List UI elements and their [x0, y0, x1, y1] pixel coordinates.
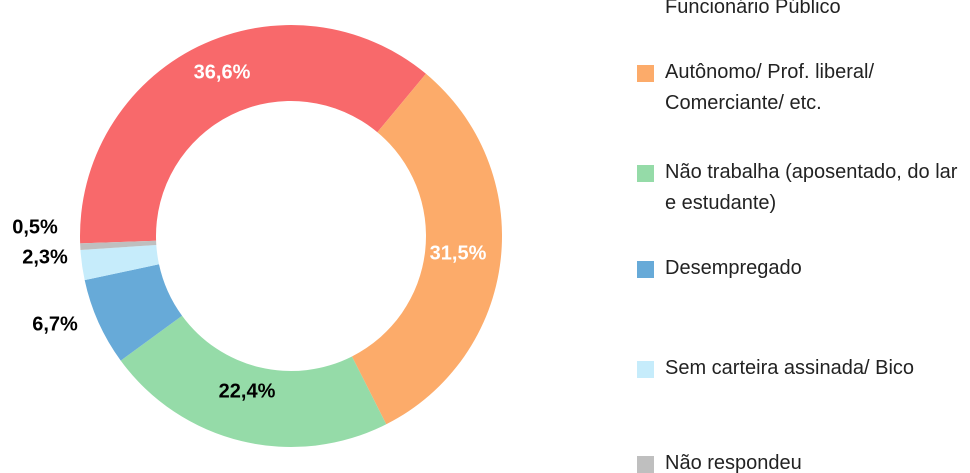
legend-item: Funcionário Público [637, 0, 967, 23]
donut-slice [84, 264, 183, 361]
donut-slice [79, 25, 426, 244]
data-label: 0,5% [12, 216, 58, 238]
legend-label: Autônomo/ Prof. liberal/ Comerciante/ et… [665, 61, 874, 114]
legend-item: Não respondeu [637, 451, 967, 473]
legend-label: Sem carteira assinada/ Bico [665, 357, 915, 379]
data-label: 6,7% [32, 313, 78, 335]
legend-label: Não trabalha (aposentado, do lar e estud… [665, 161, 958, 214]
legend-swatch [637, 65, 654, 82]
data-label: 22,4% [219, 380, 276, 402]
legend-swatch [637, 261, 654, 278]
donut-slice [351, 73, 502, 425]
donut-slice [80, 244, 159, 281]
legend-item: Sem carteira assinada/ Bico [637, 356, 967, 384]
legend-swatch [637, 456, 654, 473]
data-label: 36,6% [194, 61, 251, 83]
legend-item: Autônomo/ Prof. liberal/ Comerciante/ et… [637, 60, 967, 119]
legend-label: Funcionário Público [665, 0, 841, 18]
legend-item: Desempregado [637, 256, 967, 284]
legend-label: Desempregado [665, 257, 802, 279]
legend-swatch [637, 361, 654, 378]
data-label: 31,5% [430, 242, 487, 264]
donut: 36,6% 31,5% 22,4% 6,7% 2,3% 0,5% [12, 25, 502, 447]
donut-slice [120, 315, 387, 447]
data-label: 2,3% [22, 246, 68, 268]
legend-swatch [637, 165, 654, 182]
legend-label: Não respondeu [665, 452, 802, 473]
legend-item: Não trabalha (aposentado, do lar e estud… [637, 160, 967, 219]
donut-slice [80, 240, 157, 250]
